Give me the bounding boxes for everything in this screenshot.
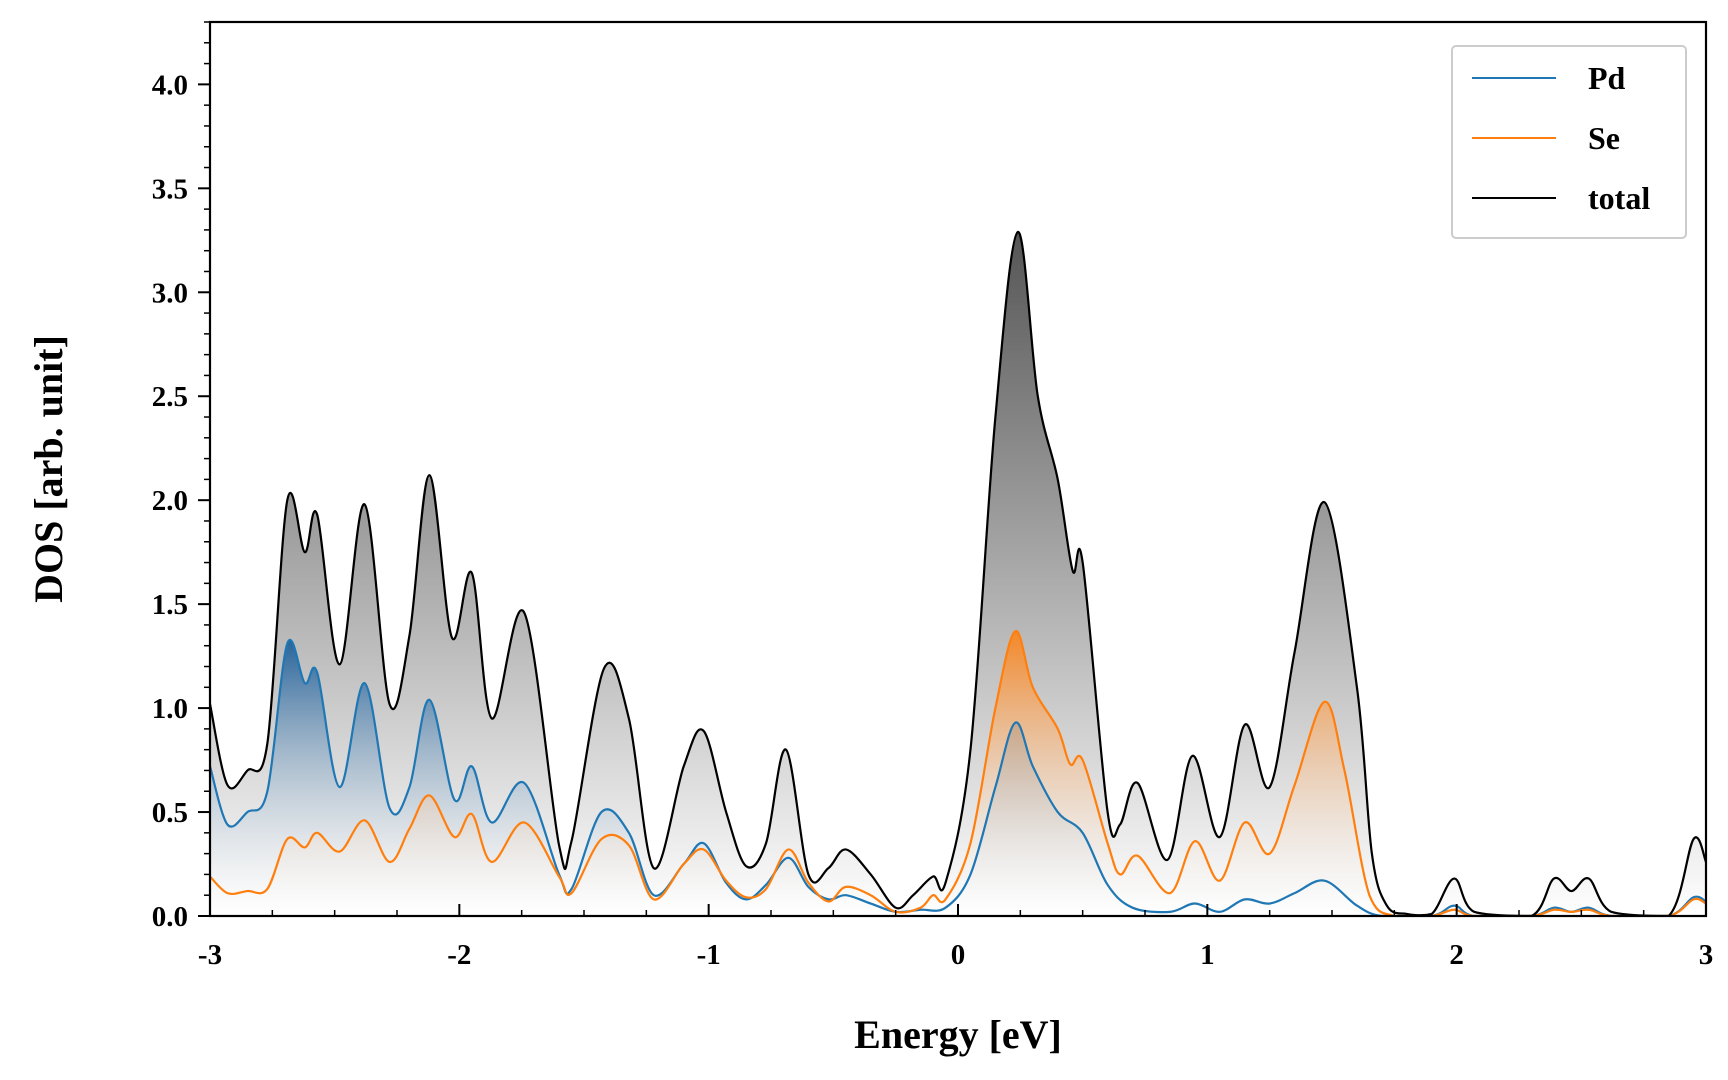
y-axis: 0.0 0.5 1.0 1.5 2.0 2.5 3.0 3.5 4.0 bbox=[152, 21, 210, 933]
plot-area bbox=[210, 230, 1706, 916]
legend-box bbox=[1451, 45, 1687, 239]
y-tick-label: 2.5 bbox=[152, 381, 188, 413]
legend-label-total: total bbox=[1588, 180, 1650, 216]
legend-label-pd: Pd bbox=[1588, 60, 1626, 96]
y-tick-label: 0.0 bbox=[152, 901, 188, 933]
y-tick-label: 4.0 bbox=[152, 69, 188, 101]
y-tick-label: 1.0 bbox=[152, 693, 188, 725]
y-tick-label: 1.5 bbox=[152, 589, 188, 621]
legend-label-se: Se bbox=[1588, 120, 1620, 156]
y-tick-label: 0.5 bbox=[152, 797, 188, 829]
x-tick-label: -2 bbox=[447, 939, 471, 971]
x-tick-label: -1 bbox=[697, 939, 721, 971]
x-tick-label: 3 bbox=[1699, 939, 1714, 971]
legend: Pd Se total bbox=[1451, 45, 1687, 239]
y-axis-label: DOS [arb. unit] bbox=[26, 335, 71, 603]
series-line-pd bbox=[210, 638, 1706, 916]
x-axis: -3 -2 -1 0 1 2 3 bbox=[198, 904, 1713, 971]
x-tick-label: 2 bbox=[1449, 939, 1464, 971]
x-tick-label: -3 bbox=[198, 939, 222, 971]
area-fill-se bbox=[210, 630, 1706, 916]
x-tick-label: 0 bbox=[951, 939, 966, 971]
y-tick-label: 3.5 bbox=[152, 173, 188, 205]
y-tick-label: 3.0 bbox=[152, 277, 188, 309]
y-tick-label: 2.0 bbox=[152, 485, 188, 517]
x-tick-label: 1 bbox=[1200, 939, 1215, 971]
series-line-total bbox=[210, 230, 1706, 916]
x-axis-label: Energy [eV] bbox=[854, 1012, 1062, 1057]
